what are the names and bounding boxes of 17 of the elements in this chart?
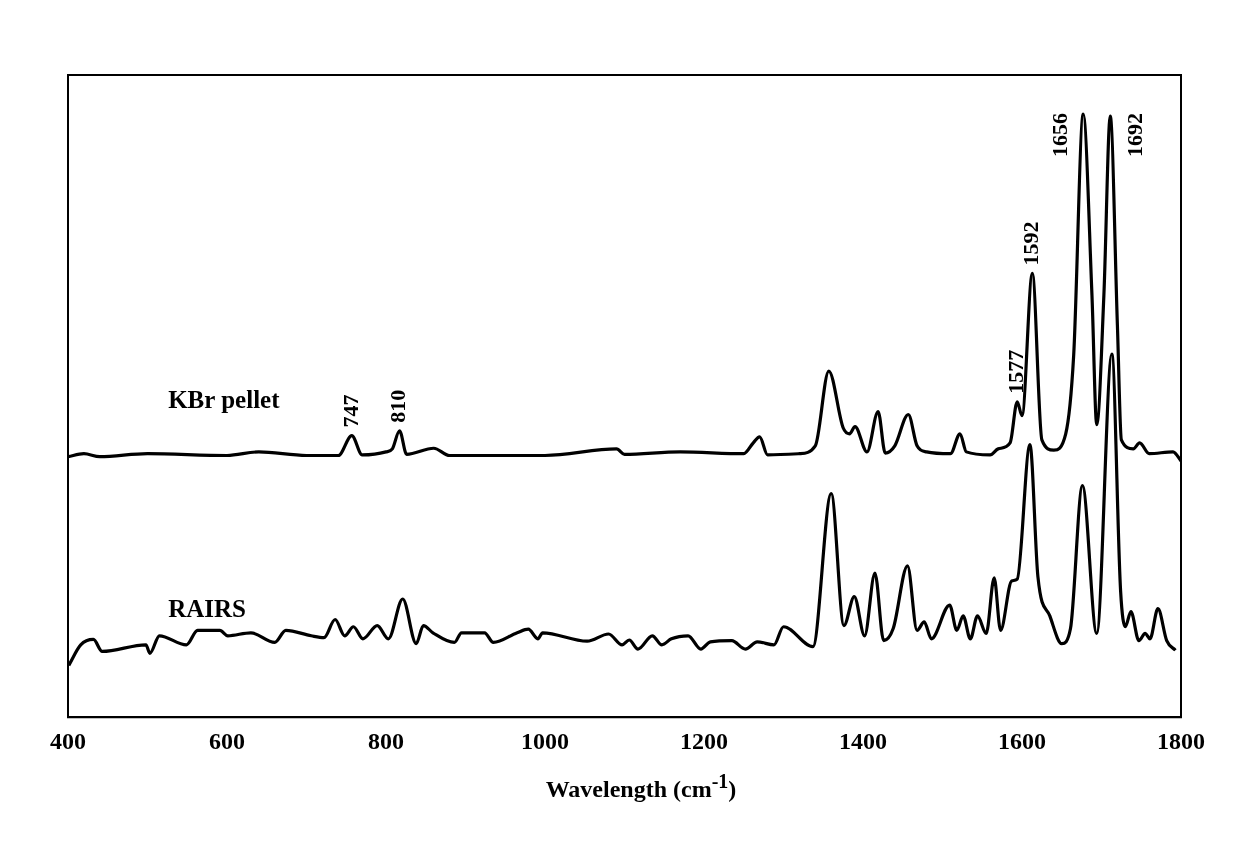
x-tick-label: 1400 xyxy=(839,727,887,754)
x-tick-label: 1600 xyxy=(998,727,1046,754)
x-axis-title: Wavelength (cm$^{-1}$) xyxy=(544,770,738,803)
annotation: 810 xyxy=(385,389,411,423)
annotation: 1592 xyxy=(1018,221,1044,266)
x-tick-label: 600 xyxy=(209,727,245,754)
annotation: 1577 xyxy=(1002,349,1028,394)
annotation: 747 xyxy=(337,394,363,428)
annotation: 1692 xyxy=(1121,113,1147,157)
annotation: 1656 xyxy=(1046,113,1072,157)
x-tick-label: 400 xyxy=(50,727,86,754)
series-label: RAIRS xyxy=(168,594,246,622)
x-tick-label: 1800 xyxy=(1157,727,1205,754)
x-tick-label: 800 xyxy=(368,727,404,754)
x-tick-label: 1200 xyxy=(680,727,728,754)
series-label: KBr pellet xyxy=(168,386,281,414)
x-tick-label: 1000 xyxy=(521,727,569,754)
